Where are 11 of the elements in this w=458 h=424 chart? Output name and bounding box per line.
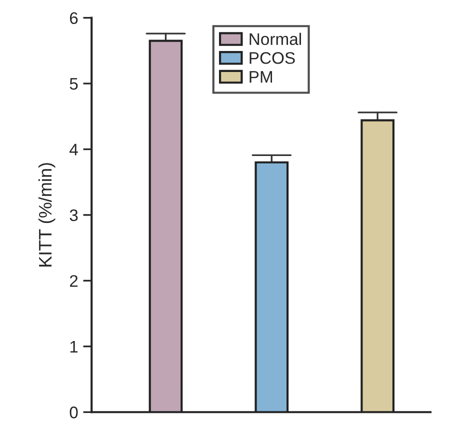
- y-tick-label: 6: [70, 12, 78, 24]
- y-tick-label: 4: [70, 144, 78, 156]
- legend-label: PM: [250, 71, 272, 83]
- y-tick-label: 0: [70, 406, 78, 418]
- legend-label: PCOS: [250, 52, 295, 64]
- y-tick-label: 5: [70, 78, 78, 90]
- y-tick-label: 1: [70, 340, 78, 352]
- y-tick-label: 3: [70, 209, 78, 222]
- legend-label: Normal: [250, 32, 301, 46]
- y-axis-title: KITT (%/min): [38, 163, 56, 266]
- y-tick-label: 2: [70, 275, 78, 287]
